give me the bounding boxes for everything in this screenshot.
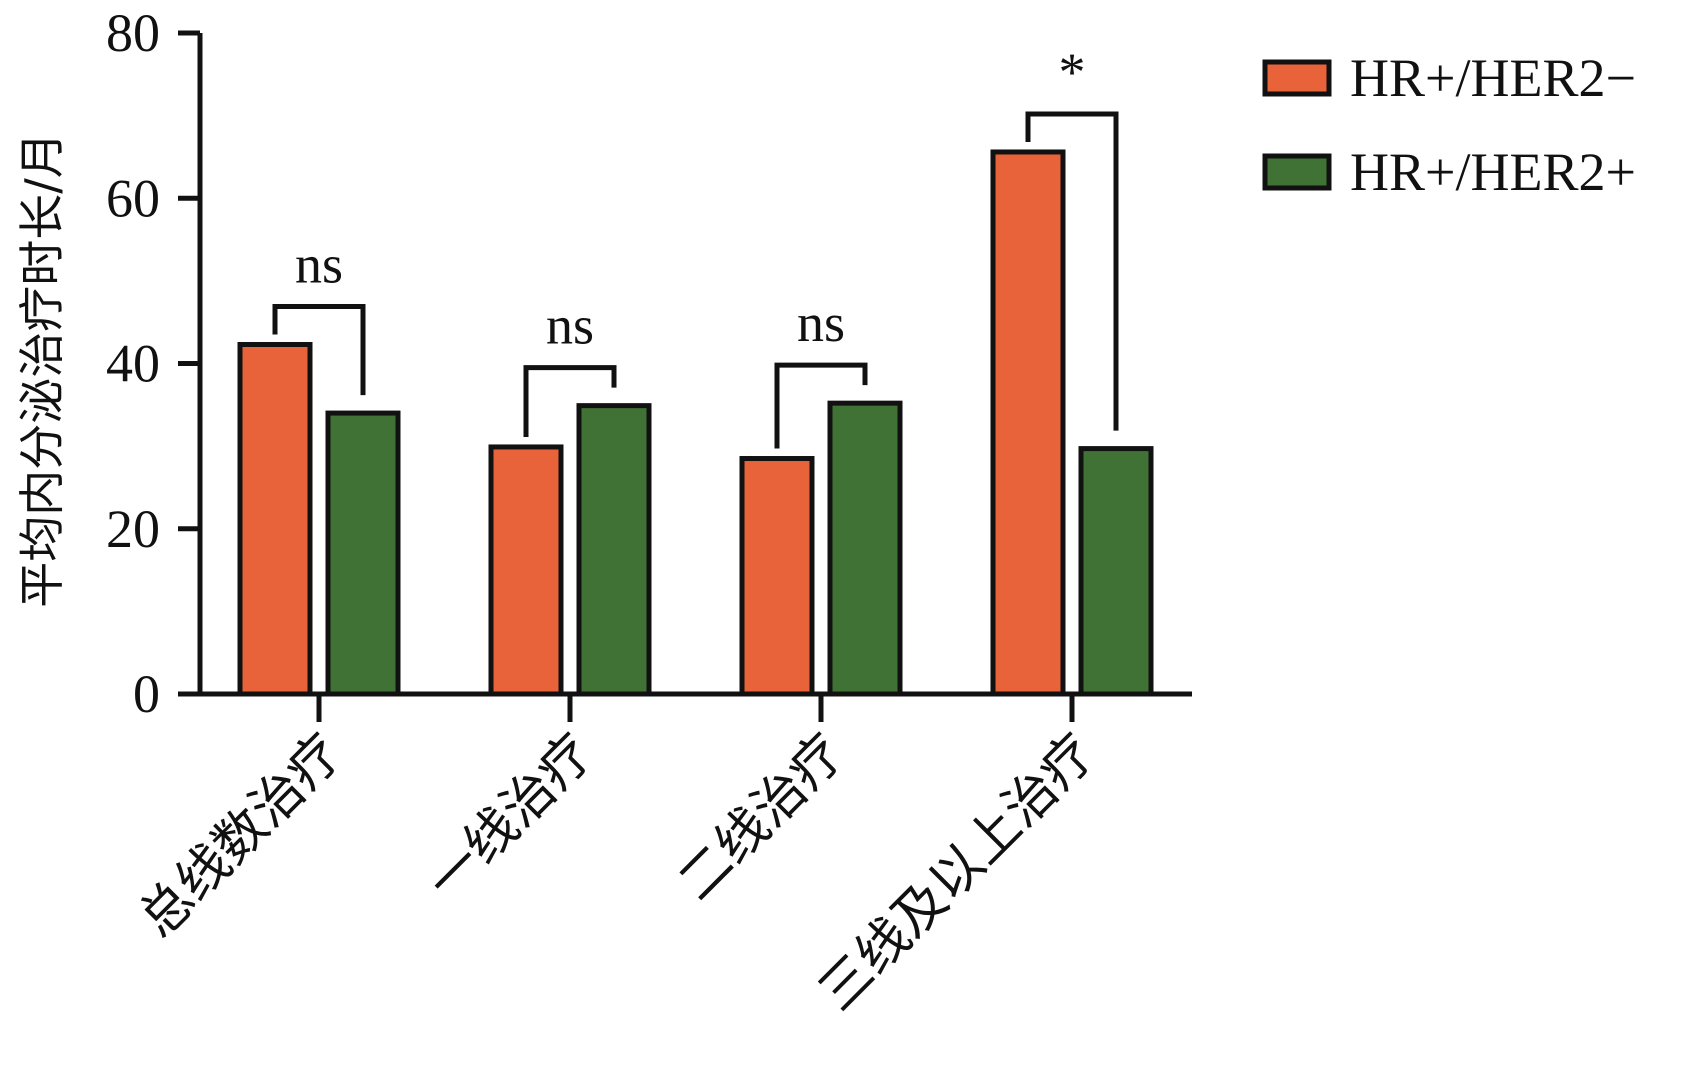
significance-bracket [272, 303, 366, 396]
legend-swatch [1262, 153, 1332, 191]
significance-brackets: ns ns ns * [272, 42, 1119, 449]
legend-swatch [1262, 59, 1332, 97]
y-tick-label: 0 [133, 664, 160, 724]
bar-her2-positive [325, 410, 401, 697]
bar-her2-positive [827, 400, 903, 697]
legend: HR+/HER2− HR+/HER2+ [1262, 48, 1636, 202]
y-tick-label: 40 [106, 334, 160, 394]
significance-bracket [774, 362, 868, 449]
bars [237, 149, 1154, 697]
category-label: 二线治疗 [667, 723, 857, 913]
bar-her2-negative [739, 456, 815, 697]
y-tick-label: 20 [106, 499, 160, 559]
y-tick-label: 60 [106, 168, 160, 228]
y-axis-label: 平均内分泌治疗时长/月 [15, 132, 69, 608]
category-label: 一线治疗 [416, 723, 606, 913]
category-label: 总线数治疗 [128, 723, 354, 949]
bar-her2-positive [576, 403, 652, 697]
significance-label: ns [546, 296, 594, 356]
significance-label: ns [797, 293, 845, 353]
legend-label: HR+/HER2− [1350, 48, 1636, 108]
significance-bracket [1025, 111, 1119, 431]
bar-her2-negative [237, 341, 313, 697]
bar-her2-negative [488, 444, 564, 697]
significance-label: ns [295, 234, 343, 294]
legend-label: HR+/HER2+ [1350, 142, 1636, 202]
bar-her2-negative [990, 149, 1066, 697]
significance-bracket [523, 365, 617, 437]
bar-her2-positive [1078, 446, 1154, 697]
y-tick-label: 80 [106, 3, 160, 63]
significance-label: * [1059, 42, 1086, 102]
